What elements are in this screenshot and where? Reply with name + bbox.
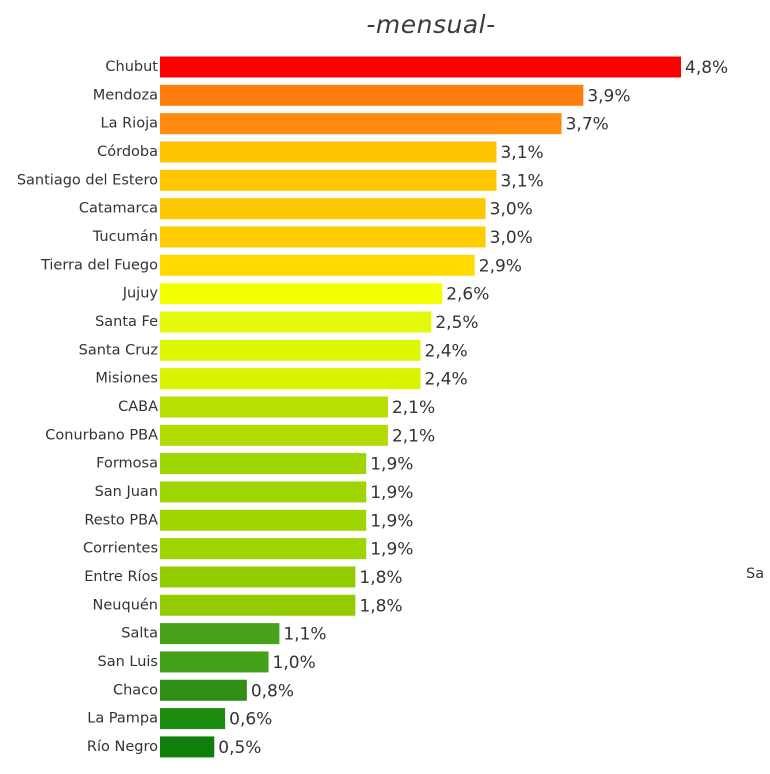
value-label: 3,0%	[490, 228, 533, 248]
value-label: 2,6%	[446, 285, 489, 305]
bar	[160, 254, 475, 276]
category-label: San Juan	[95, 484, 158, 500]
category-label: Chaco	[113, 682, 158, 698]
category-label: Río Negro	[87, 739, 158, 755]
bar	[160, 679, 247, 701]
bar	[160, 566, 356, 588]
category-label: Santa Fe	[95, 314, 158, 330]
value-label: 1,0%	[273, 653, 316, 673]
value-label: 1,8%	[359, 568, 402, 588]
value-label: 0,8%	[251, 681, 294, 701]
bar	[160, 311, 432, 333]
value-label: 0,6%	[229, 710, 272, 730]
value-label: 1,9%	[370, 483, 413, 503]
category-label: Misiones	[95, 371, 158, 387]
value-label: 3,0%	[490, 200, 533, 220]
value-label: 3,1%	[500, 171, 543, 191]
category-label: Tucumán	[92, 229, 158, 245]
bar	[160, 708, 226, 730]
category-label: La Rioja	[101, 116, 158, 132]
bar	[160, 481, 367, 503]
category-label: Mendoza	[93, 87, 158, 103]
category-label: Entre Ríos	[84, 569, 158, 585]
value-label: 2,4%	[425, 341, 468, 361]
bar	[160, 113, 562, 135]
value-label: 1,9%	[370, 540, 413, 560]
bar	[160, 339, 421, 361]
value-label: 1,9%	[370, 455, 413, 475]
category-label: Salta	[121, 626, 158, 642]
category-label: Formosa	[96, 456, 158, 472]
value-label: 2,5%	[435, 313, 478, 333]
category-label: Conurbano PBA	[45, 427, 158, 443]
value-label: 2,1%	[392, 398, 435, 418]
value-label: 1,9%	[370, 511, 413, 531]
category-label: Catamarca	[79, 201, 158, 217]
category-label: Resto PBA	[84, 512, 158, 528]
category-label: CABA	[118, 399, 158, 415]
bar	[160, 509, 367, 531]
category-label: Tierra del Fuego	[40, 257, 158, 273]
bar	[160, 84, 584, 106]
value-label: 2,1%	[392, 426, 435, 446]
value-label: 3,9%	[587, 86, 630, 106]
bar	[160, 141, 497, 163]
value-label: 1,1%	[283, 625, 326, 645]
category-label: San Luis	[98, 654, 159, 670]
value-label: 2,9%	[479, 256, 522, 276]
bar	[160, 736, 215, 758]
value-label: 3,7%	[566, 115, 609, 135]
bar	[160, 198, 486, 220]
category-label: Córdoba	[97, 144, 158, 160]
chart-title: -mensual-	[366, 10, 496, 39]
bar	[160, 226, 486, 248]
bar	[160, 453, 367, 475]
category-label: Jujuy	[122, 286, 159, 302]
category-label: Santiago del Estero	[17, 172, 158, 188]
category-label: La Pampa	[87, 711, 158, 727]
bar	[160, 283, 443, 305]
category-label: Chubut	[105, 59, 158, 75]
value-label: 3,1%	[500, 143, 543, 163]
bar	[160, 538, 367, 560]
category-label: Corrientes	[83, 541, 158, 557]
bar	[160, 651, 269, 673]
bar	[160, 169, 497, 191]
category-label: Santa Cruz	[79, 342, 158, 358]
cropped-label: Sa	[746, 566, 765, 582]
bar	[160, 396, 388, 418]
bar	[160, 56, 681, 78]
bar	[160, 623, 280, 645]
bar	[160, 424, 388, 446]
bar	[160, 368, 421, 390]
value-label: 0,5%	[218, 738, 261, 758]
category-label: Neuquén	[93, 597, 158, 613]
value-label: 2,4%	[425, 370, 468, 390]
bar	[160, 594, 356, 616]
value-label: 4,8%	[685, 58, 728, 78]
value-label: 1,8%	[359, 596, 402, 616]
